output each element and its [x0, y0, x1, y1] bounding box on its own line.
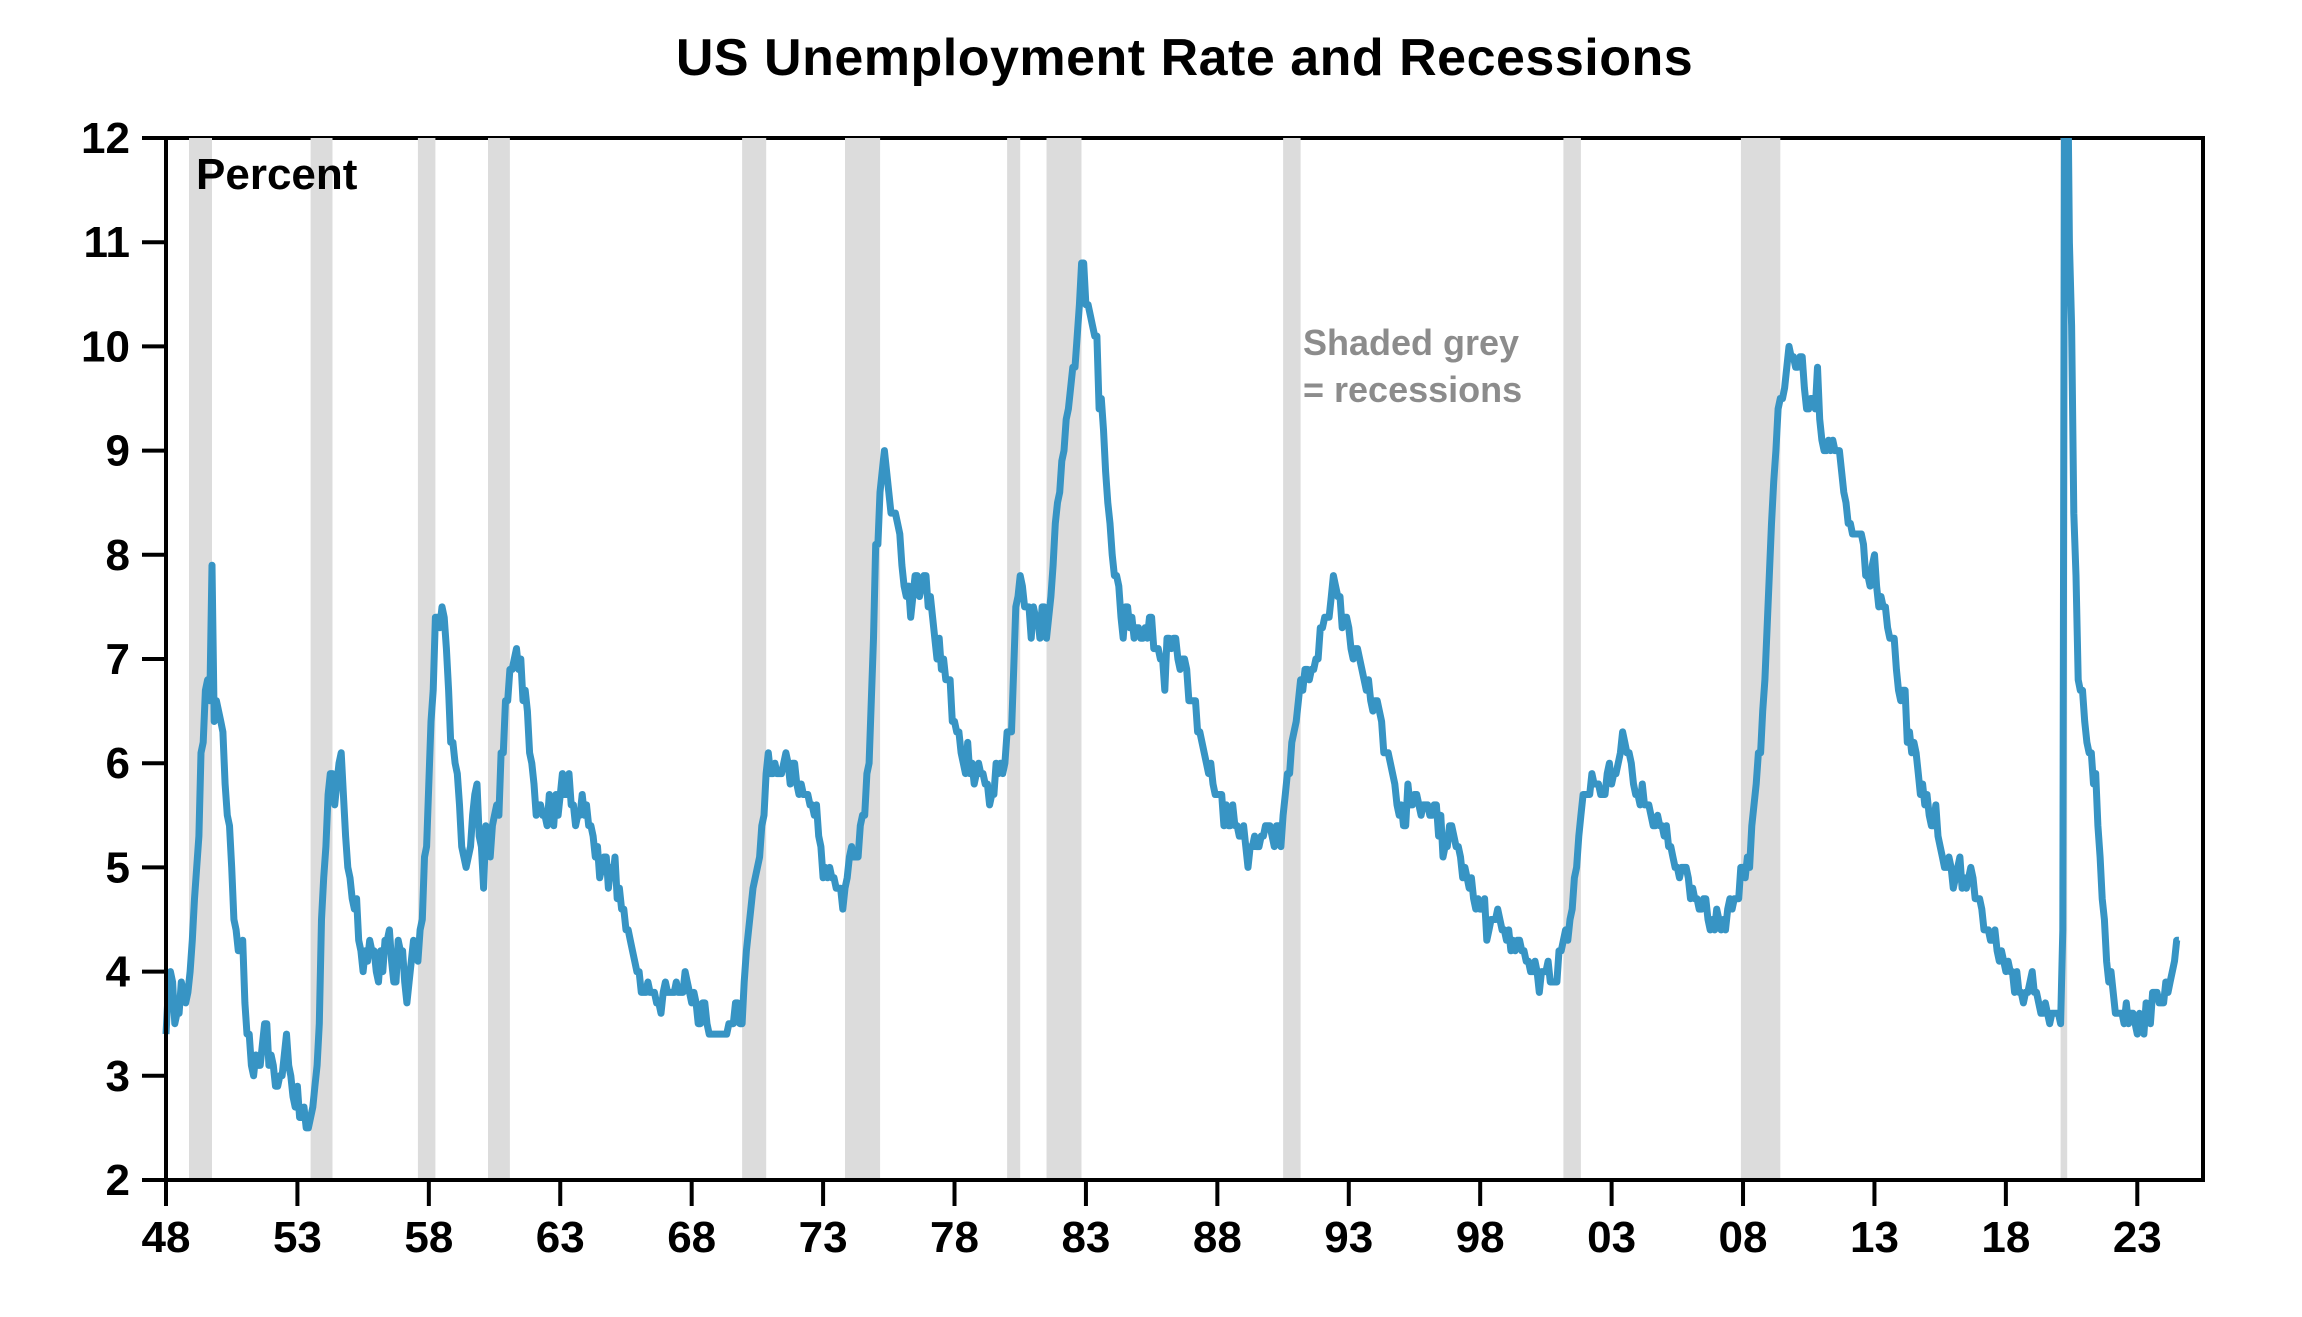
x-tick-label-2008: 08: [1719, 1213, 1768, 1262]
x-tick-label-1978: 78: [930, 1213, 979, 1262]
x-tick-label-1948: 48: [142, 1213, 191, 1262]
y-tick-label-5: 5: [106, 843, 130, 892]
recession-band-2001: [1563, 138, 1581, 1180]
y-tick-label-4: 4: [106, 948, 131, 997]
recession-band-1969-1970: [742, 138, 767, 1180]
y-tick-label-7: 7: [106, 635, 130, 684]
recession-band-1953-1954: [310, 138, 333, 1180]
recession-band-1981-1982: [1046, 138, 1082, 1180]
x-tick-label-1993: 93: [1324, 1213, 1373, 1262]
y-axis-unit-label: Percent: [196, 150, 358, 199]
x-tick-label-1988: 88: [1193, 1213, 1242, 1262]
unemployment-rate-line: [162, 138, 2181, 1132]
y-tick-label-3: 3: [106, 1052, 130, 1101]
x-tick-label-1963: 63: [536, 1213, 585, 1262]
y-tick-label-8: 8: [106, 531, 130, 580]
x-tick-label-1968: 68: [667, 1213, 716, 1262]
x-tick-label-2003: 03: [1587, 1213, 1636, 1262]
y-tick-label-6: 6: [106, 739, 130, 788]
y-tick-label-11: 11: [83, 218, 130, 267]
x-tick-label-2013: 13: [1850, 1213, 1899, 1262]
recession-band-1960-1961: [488, 138, 510, 1180]
x-tick-label-1953: 53: [273, 1213, 322, 1262]
recession-note: Shaded grey = recessions: [1303, 320, 1522, 414]
x-tick-label-1958: 58: [404, 1213, 453, 1262]
y-tick-label-9: 9: [106, 427, 130, 476]
x-tick-label-1973: 73: [799, 1213, 848, 1262]
recession-note-line1: Shaded grey: [1303, 322, 1520, 363]
recession-band-1990-1991: [1283, 138, 1301, 1180]
y-tick-label-12: 12: [81, 114, 130, 163]
chart-title: US Unemployment Rate and Recessions: [675, 29, 1694, 87]
x-tick-label-2023: 23: [2113, 1213, 2162, 1262]
recession-note-line2: = recessions: [1303, 368, 1523, 410]
y-tick-label-10: 10: [81, 322, 130, 371]
x-tick-label-2018: 18: [1981, 1213, 2030, 1262]
x-tick-label-1998: 98: [1456, 1213, 1505, 1262]
recession-band-2007-2009: [1740, 138, 1781, 1180]
x-tick-label-1983: 83: [1061, 1213, 1110, 1262]
y-tick-label-2: 2: [106, 1156, 130, 1205]
